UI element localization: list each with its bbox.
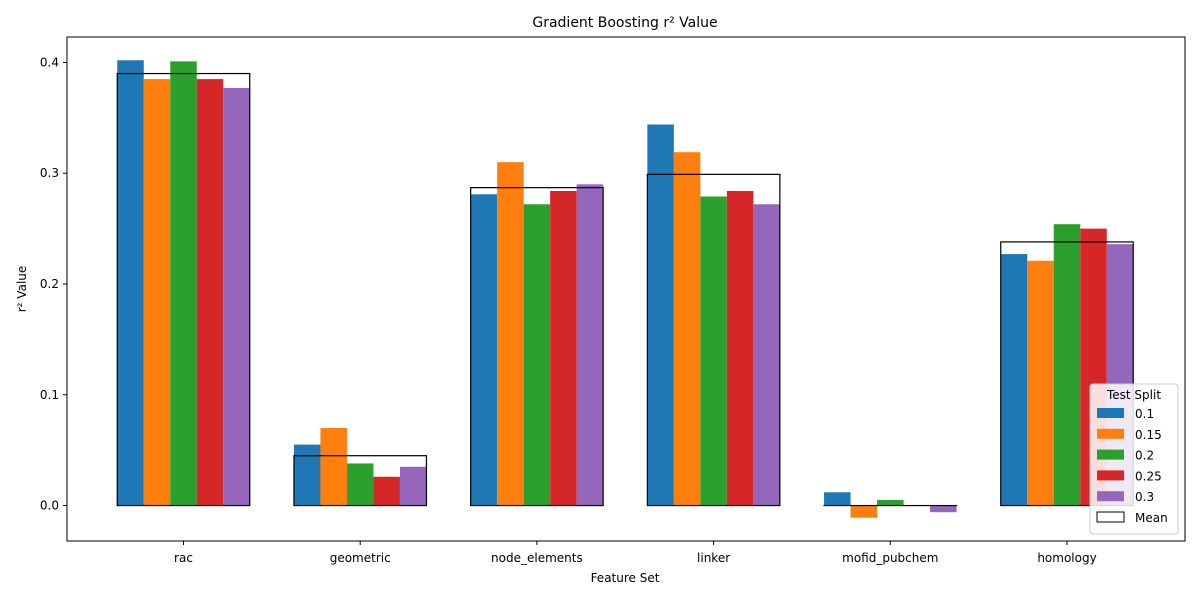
- plot-area: [66, 36, 1186, 542]
- bar-mofid_pubchem-0.1: [824, 492, 851, 506]
- y-tick-label: 0.0: [40, 499, 59, 513]
- x-tick-label: homology: [1037, 551, 1096, 565]
- bar-rac-0.1: [117, 60, 144, 506]
- legend-swatch-0.15: [1097, 428, 1124, 439]
- bar-linker-0.15: [673, 152, 701, 506]
- legend-label-0.15: 0.15: [1135, 428, 1162, 442]
- bar-mofid_pubchem-0.3: [930, 505, 957, 513]
- bar-geometric-0.2: [346, 463, 374, 506]
- bar-rac-0.15: [143, 79, 171, 506]
- bar-homology-0.1: [1000, 254, 1028, 506]
- x-axis-label: Feature Set: [591, 571, 660, 585]
- x-tick-label: geometric: [330, 551, 391, 565]
- bar-node_elements-0.25: [550, 190, 577, 506]
- bar-rac-0.3: [223, 87, 250, 506]
- bar-homology-0.15: [1027, 260, 1054, 506]
- y-tick-label: 0.2: [40, 277, 59, 291]
- y-tick-label: 0.3: [40, 166, 59, 180]
- y-tick-label: 0.1: [40, 388, 59, 402]
- y-axis-label: r² Value: [15, 266, 29, 313]
- bar-homology-0.2: [1053, 224, 1081, 506]
- bar-mofid_pubchem-0.2: [877, 500, 904, 506]
- legend-label-0.3: 0.3: [1135, 490, 1154, 504]
- y-axis: 0.0 0.1 0.2 0.3 0.4: [40, 55, 67, 513]
- bar-node_elements-0.15: [497, 162, 524, 506]
- bar-geometric-0.3: [399, 466, 427, 506]
- legend-label-0.25: 0.25: [1135, 469, 1162, 483]
- legend-swatch-mean: [1096, 511, 1125, 523]
- mean-bar-node_elements: [470, 187, 604, 507]
- mean-bar-linker: [646, 173, 781, 507]
- legend-title: Test Split: [1106, 388, 1161, 402]
- bar-geometric-0.15: [320, 428, 347, 506]
- legend: Test Split 0.1 0.15 0.2 0.25 0.3 Mean: [1089, 383, 1179, 535]
- mean-bar-geometric: [293, 455, 428, 507]
- bar-node_elements-0.1: [470, 194, 498, 506]
- chart-title: Gradient Boosting r² Value: [532, 15, 717, 31]
- x-axis: rac geometric node_elements linker mofid_pub…: [174, 541, 1097, 565]
- bar-geometric-0.1: [293, 444, 321, 506]
- bar-linker-0.25: [726, 190, 754, 506]
- plot-frame: [66, 36, 1186, 542]
- x-tick-label: node_elements: [491, 551, 583, 565]
- x-tick-label: rac: [174, 551, 193, 565]
- mean-bar-homology: [1000, 241, 1134, 507]
- bar-mofid_pubchem-0.15: [850, 505, 878, 518]
- bar-node_elements-0.3: [576, 184, 604, 506]
- legend-label-mean: Mean: [1135, 511, 1168, 525]
- bar-node_elements-0.2: [523, 204, 551, 506]
- bar-linker-0.1: [647, 124, 674, 506]
- mean-bar-rac: [116, 72, 251, 507]
- legend-label-0.2: 0.2: [1135, 449, 1154, 463]
- legend-swatch-0.1: [1097, 408, 1124, 418]
- bar-rac-0.25: [196, 79, 224, 506]
- legend-label-0.1: 0.1: [1135, 407, 1154, 421]
- x-tick-label: mofid_pubchem: [842, 551, 938, 565]
- legend-swatch-0.25: [1097, 470, 1124, 481]
- legend-swatch-0.3: [1097, 491, 1124, 502]
- bar-linker-0.2: [700, 196, 727, 506]
- bar-linker-0.3: [753, 204, 780, 506]
- bar-geometric-0.25: [373, 476, 400, 506]
- legend-swatch-0.2: [1097, 449, 1124, 460]
- bar-rac-0.2: [170, 61, 197, 506]
- x-tick-label: linker: [697, 551, 730, 565]
- y-tick-label: 0.4: [40, 55, 59, 69]
